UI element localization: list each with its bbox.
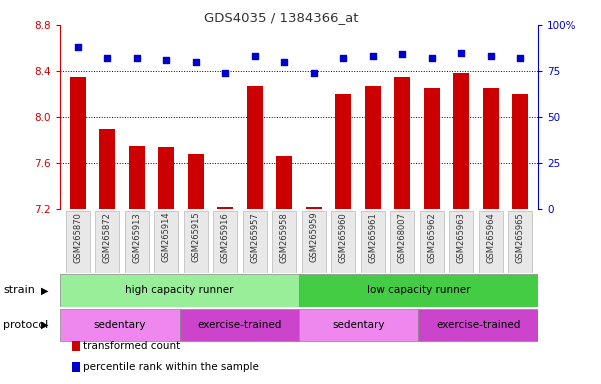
FancyBboxPatch shape [180, 309, 299, 341]
Point [486, 53, 495, 60]
FancyBboxPatch shape [390, 210, 414, 273]
Bar [306, 207, 322, 209]
Bar [365, 86, 381, 209]
Bar [483, 88, 499, 209]
FancyBboxPatch shape [213, 210, 237, 273]
Point [279, 59, 289, 65]
Text: GSM265914: GSM265914 [162, 212, 171, 262]
FancyBboxPatch shape [419, 210, 444, 273]
Text: transformed count: transformed count [83, 341, 180, 351]
FancyBboxPatch shape [299, 309, 418, 341]
Text: GSM268007: GSM268007 [398, 212, 407, 263]
FancyBboxPatch shape [154, 210, 178, 273]
FancyBboxPatch shape [331, 210, 355, 273]
FancyBboxPatch shape [508, 210, 532, 273]
FancyBboxPatch shape [478, 210, 503, 273]
Text: low capacity runner: low capacity runner [367, 285, 470, 295]
Text: GSM265960: GSM265960 [339, 212, 348, 263]
Point [456, 50, 466, 56]
Point [250, 53, 260, 60]
Bar [512, 94, 528, 209]
Text: sedentary: sedentary [332, 320, 385, 330]
Text: GSM265957: GSM265957 [250, 212, 259, 263]
FancyBboxPatch shape [60, 309, 180, 341]
FancyBboxPatch shape [299, 274, 538, 306]
Text: ▶: ▶ [41, 285, 48, 295]
Point [103, 55, 112, 61]
Point [516, 55, 525, 61]
Text: GSM265961: GSM265961 [368, 212, 377, 263]
Bar [158, 147, 174, 209]
Text: percentile rank within the sample: percentile rank within the sample [83, 362, 259, 372]
Bar [99, 129, 115, 209]
Point [191, 59, 201, 65]
Point [338, 55, 348, 61]
FancyBboxPatch shape [184, 210, 208, 273]
Text: GSM265962: GSM265962 [427, 212, 436, 263]
Text: GSM265958: GSM265958 [279, 212, 288, 263]
Bar [129, 146, 145, 209]
Bar [394, 77, 410, 209]
Bar [217, 207, 233, 209]
Point [162, 57, 171, 63]
Text: GSM265872: GSM265872 [103, 212, 112, 263]
Text: ▶: ▶ [41, 320, 48, 330]
Point [132, 55, 142, 61]
FancyBboxPatch shape [449, 210, 474, 273]
FancyBboxPatch shape [124, 210, 149, 273]
Text: GSM265963: GSM265963 [457, 212, 466, 263]
Text: GDS4035 / 1384366_at: GDS4035 / 1384366_at [204, 12, 358, 25]
Bar [453, 73, 469, 209]
Text: sedentary: sedentary [94, 320, 146, 330]
FancyBboxPatch shape [60, 274, 299, 306]
Text: exercise-trained: exercise-trained [436, 320, 520, 330]
Point [368, 53, 377, 60]
Point [221, 70, 230, 76]
Bar [70, 77, 86, 209]
Point [309, 70, 319, 76]
Bar [276, 156, 292, 209]
FancyBboxPatch shape [95, 210, 120, 273]
Text: high capacity runner: high capacity runner [125, 285, 234, 295]
Text: GSM265870: GSM265870 [73, 212, 82, 263]
FancyBboxPatch shape [243, 210, 267, 273]
Point [427, 55, 436, 61]
Bar [246, 86, 263, 209]
Text: GSM265915: GSM265915 [191, 212, 200, 262]
Point [397, 51, 407, 58]
Bar [424, 88, 440, 209]
Text: GSM265965: GSM265965 [516, 212, 525, 263]
Text: exercise-trained: exercise-trained [197, 320, 281, 330]
Text: protocol: protocol [3, 320, 48, 330]
Text: GSM265913: GSM265913 [132, 212, 141, 263]
Point [73, 44, 82, 50]
Bar [188, 154, 204, 209]
Text: GSM265959: GSM265959 [310, 212, 319, 262]
FancyBboxPatch shape [272, 210, 296, 273]
Text: GSM265916: GSM265916 [221, 212, 230, 263]
FancyBboxPatch shape [302, 210, 326, 273]
FancyBboxPatch shape [361, 210, 385, 273]
Text: strain: strain [3, 285, 35, 295]
FancyBboxPatch shape [66, 210, 90, 273]
Bar [335, 94, 352, 209]
Text: GSM265964: GSM265964 [486, 212, 495, 263]
FancyBboxPatch shape [418, 309, 538, 341]
